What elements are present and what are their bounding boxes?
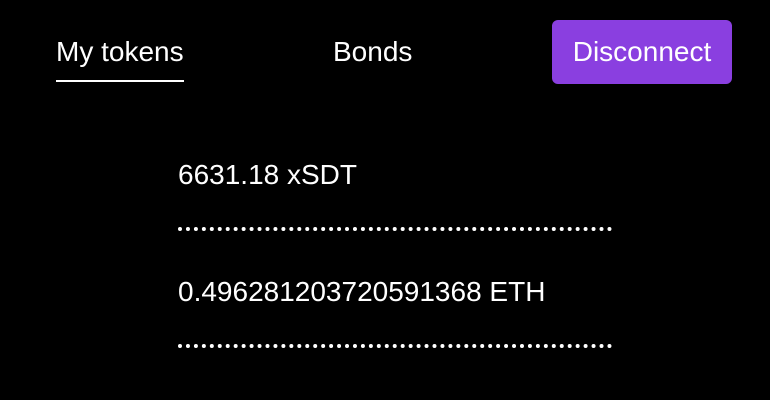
- token-amount: 0.496281203720591368 ETH: [178, 276, 546, 307]
- token-list: 6631.18 xSDT 0.496281203720591368 ETH: [178, 150, 612, 384]
- token-amount: 6631.18 xSDT: [178, 159, 357, 190]
- token-row-xsdt: 6631.18 xSDT: [178, 150, 612, 267]
- token-divider: [178, 227, 612, 231]
- token-divider: [178, 344, 612, 348]
- tab-bonds[interactable]: Bonds: [333, 34, 412, 70]
- tab-my-tokens-label: My tokens: [56, 36, 184, 67]
- top-navigation: My tokens Bonds Disconnect: [0, 0, 770, 110]
- token-row-eth: 0.496281203720591368 ETH: [178, 267, 612, 384]
- tab-my-tokens[interactable]: My tokens: [56, 34, 184, 82]
- disconnect-button[interactable]: Disconnect: [552, 20, 732, 84]
- active-tab-underline: [56, 80, 184, 82]
- tab-bonds-label: Bonds: [333, 36, 413, 67]
